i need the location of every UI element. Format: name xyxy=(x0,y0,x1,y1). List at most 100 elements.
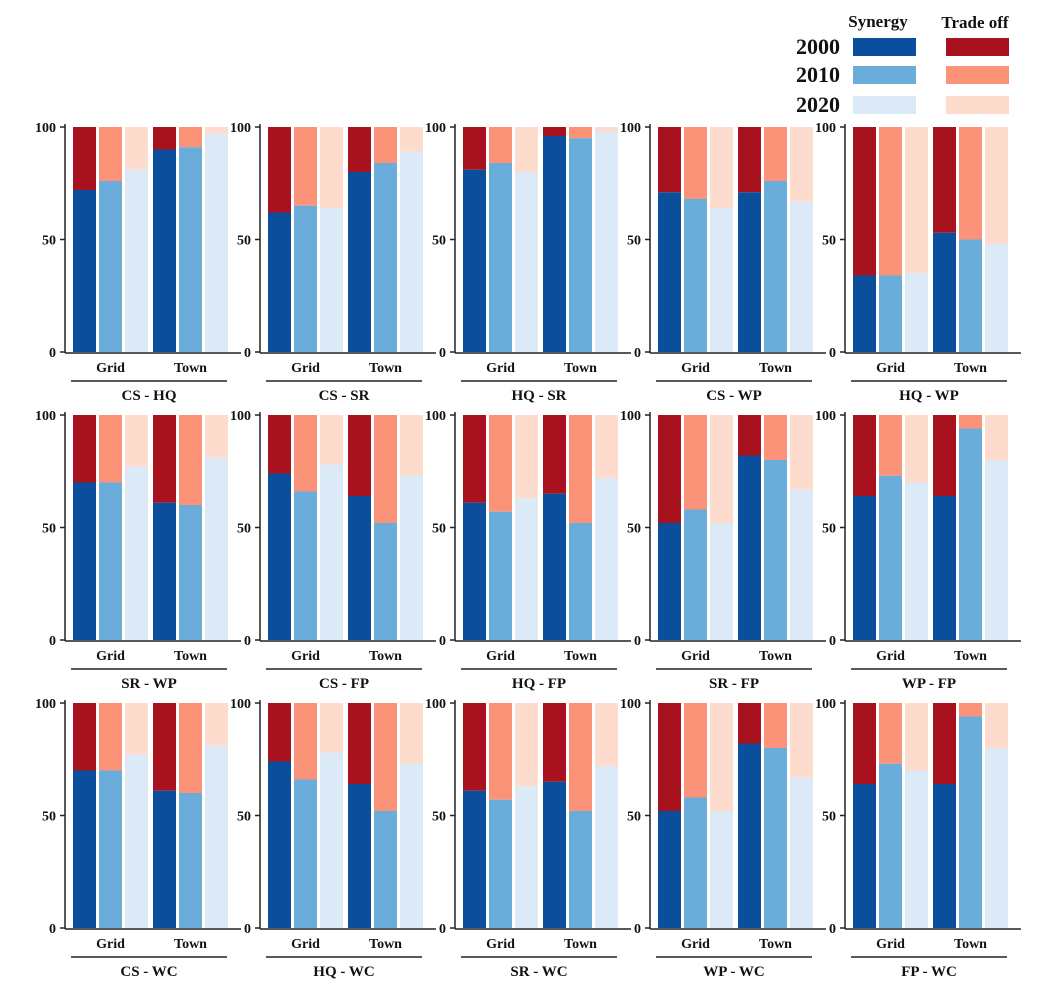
bar-tradeoff-town-2000 xyxy=(348,415,371,496)
bar-synergy-grid-2020 xyxy=(125,466,148,640)
bar-synergy-grid-2010 xyxy=(489,799,512,928)
bar-synergy-grid-2020 xyxy=(905,770,928,928)
y-tick-label: 50 xyxy=(237,522,251,537)
bar-tradeoff-grid-2010 xyxy=(294,703,317,780)
y-tick-label: 50 xyxy=(822,234,836,249)
bar-synergy-town-2010 xyxy=(569,138,592,352)
y-tick-label: 100 xyxy=(35,409,56,424)
bar-tradeoff-town-2020 xyxy=(595,415,618,478)
bar-synergy-town-2010 xyxy=(374,163,397,352)
group-label-grid: Grid xyxy=(291,649,320,664)
bar-tradeoff-town-2010 xyxy=(569,127,592,139)
y-tick-label: 100 xyxy=(425,121,446,136)
panel-title: CS - SR xyxy=(319,388,370,404)
bar-synergy-town-2010 xyxy=(959,239,982,352)
y-tick-label: 50 xyxy=(432,522,446,537)
y-tick-label: 100 xyxy=(230,121,251,136)
bar-tradeoff-town-2010 xyxy=(374,127,397,163)
bar-tradeoff-grid-2010 xyxy=(684,415,707,510)
bar-tradeoff-town-2010 xyxy=(179,127,202,148)
y-tick-label: 0 xyxy=(829,634,836,649)
group-label-town: Town xyxy=(759,361,792,376)
bar-synergy-town-2020 xyxy=(790,201,813,352)
bar-synergy-grid-2010 xyxy=(684,797,707,928)
panel-title: HQ - SR xyxy=(511,388,566,404)
group-label-grid: Grid xyxy=(876,649,905,664)
bar-synergy-town-2020 xyxy=(595,478,618,640)
group-label-town: Town xyxy=(174,361,207,376)
bar-tradeoff-town-2020 xyxy=(790,703,813,778)
group-label-grid: Grid xyxy=(486,649,515,664)
bar-synergy-town-2000 xyxy=(933,784,956,928)
panel-title: SR - WP xyxy=(121,676,177,692)
legend-synergy-header: Synergy xyxy=(848,12,908,31)
bar-synergy-grid-2000 xyxy=(853,275,876,352)
bar-synergy-town-2000 xyxy=(543,493,566,640)
panel-hq-sr: 0 50 100 Grid Town HQ - SR xyxy=(425,121,631,404)
group-label-town: Town xyxy=(564,361,597,376)
y-tick-label: 50 xyxy=(237,810,251,825)
panel-cs-sr: 0 50 100 Grid Town CS - SR xyxy=(230,121,436,404)
bar-synergy-grid-2020 xyxy=(320,464,343,640)
bar-synergy-town-2020 xyxy=(595,766,618,928)
y-tick-label: 0 xyxy=(244,346,251,361)
bar-synergy-grid-2000 xyxy=(73,770,96,928)
bar-synergy-grid-2000 xyxy=(658,192,681,352)
bar-synergy-grid-2000 xyxy=(853,784,876,928)
bar-synergy-town-2000 xyxy=(153,502,176,640)
y-tick-label: 50 xyxy=(42,810,56,825)
bar-tradeoff-town-2000 xyxy=(348,127,371,172)
bar-synergy-town-2020 xyxy=(400,151,423,352)
bar-tradeoff-grid-2000 xyxy=(658,703,681,811)
bar-synergy-town-2010 xyxy=(374,523,397,640)
bar-synergy-grid-2020 xyxy=(515,172,538,352)
bar-tradeoff-grid-2020 xyxy=(515,127,538,172)
group-label-grid: Grid xyxy=(96,361,125,376)
y-tick-label: 100 xyxy=(620,409,641,424)
bar-tradeoff-grid-2000 xyxy=(853,703,876,784)
bar-synergy-town-2010 xyxy=(569,523,592,640)
bar-tradeoff-town-2000 xyxy=(153,127,176,150)
bar-synergy-town-2010 xyxy=(764,460,787,640)
bar-synergy-grid-2000 xyxy=(73,482,96,640)
bar-synergy-town-2000 xyxy=(348,496,371,640)
bar-synergy-grid-2010 xyxy=(294,491,317,640)
group-label-grid: Grid xyxy=(486,937,515,952)
bar-tradeoff-grid-2000 xyxy=(73,703,96,771)
bar-synergy-grid-2020 xyxy=(320,752,343,928)
y-tick-label: 0 xyxy=(634,922,641,937)
y-tick-label: 50 xyxy=(432,234,446,249)
panel-wp-fp: 0 50 100 Grid Town WP - FP xyxy=(815,409,1021,692)
bar-synergy-town-2020 xyxy=(985,748,1008,928)
legend-tradeoff-header: Trade off xyxy=(941,13,1009,32)
bar-synergy-grid-2020 xyxy=(905,482,928,640)
bar-synergy-town-2010 xyxy=(764,748,787,928)
y-tick-label: 0 xyxy=(244,922,251,937)
panel-sr-wc: 0 50 100 Grid Town SR - WC xyxy=(425,697,631,980)
bar-tradeoff-grid-2020 xyxy=(710,127,733,208)
group-label-grid: Grid xyxy=(681,937,710,952)
panel-fp-wc: 0 50 100 Grid Town FP - WC xyxy=(815,697,1021,980)
bar-tradeoff-grid-2020 xyxy=(515,415,538,499)
bar-tradeoff-grid-2010 xyxy=(99,415,122,483)
panel-title: CS - WC xyxy=(120,964,177,980)
y-tick-label: 100 xyxy=(815,409,836,424)
y-tick-label: 100 xyxy=(425,409,446,424)
group-label-town: Town xyxy=(174,937,207,952)
bar-tradeoff-grid-2010 xyxy=(99,703,122,771)
group-label-town: Town xyxy=(174,649,207,664)
panel-title: HQ - FP xyxy=(512,676,566,692)
bar-synergy-grid-2010 xyxy=(879,275,902,352)
y-tick-label: 50 xyxy=(822,522,836,537)
y-tick-label: 100 xyxy=(35,697,56,712)
bar-tradeoff-town-2000 xyxy=(738,415,761,456)
y-tick-label: 0 xyxy=(634,634,641,649)
bar-synergy-grid-2010 xyxy=(99,482,122,640)
y-tick-label: 0 xyxy=(829,922,836,937)
panel-hq-wp: 0 50 100 Grid Town HQ - WP xyxy=(815,121,1021,404)
bar-synergy-town-2020 xyxy=(790,489,813,640)
bar-synergy-town-2000 xyxy=(153,790,176,928)
bar-synergy-grid-2020 xyxy=(710,208,733,352)
bar-tradeoff-town-2020 xyxy=(790,127,813,202)
